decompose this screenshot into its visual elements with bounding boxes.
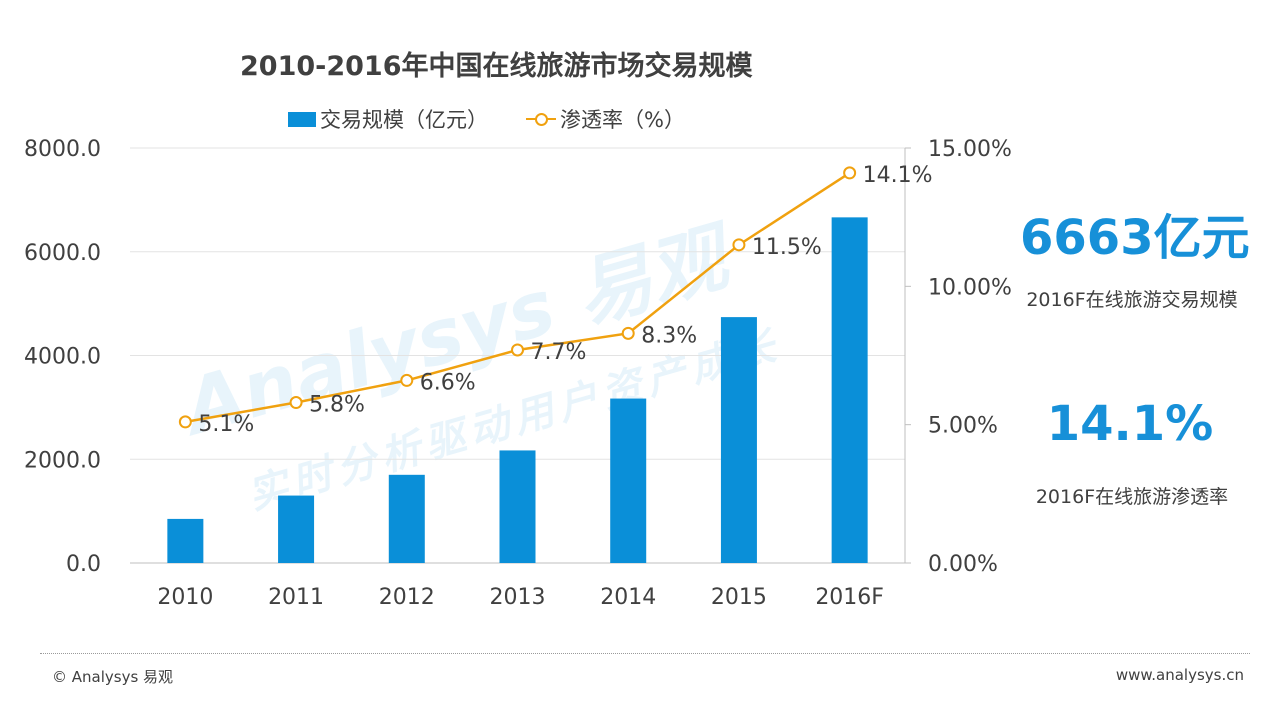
y-left-tick-label: 0.0 (66, 552, 101, 577)
x-tick-label: 2014 (600, 585, 656, 610)
rate-point-2013 (511, 343, 524, 357)
y-left-tick-label: 2000.0 (24, 448, 101, 473)
rate-point-2014 (621, 326, 635, 340)
rate-data-label: 5.8% (309, 393, 365, 418)
y-right-tick-label: 10.00% (928, 275, 1012, 300)
rate-data-label: 6.6% (420, 370, 476, 395)
y-right-tick-label: 5.00% (928, 414, 998, 439)
bar-2012 (388, 474, 425, 563)
highlight-rate-label: 2016F在线旅游渗透率 (1035, 486, 1229, 508)
rate-point-2011 (289, 396, 303, 410)
rate-point-2012 (400, 373, 414, 387)
rate-point-2010 (178, 415, 192, 429)
y-left-tick-label: 4000.0 (24, 345, 101, 370)
bar-2014 (610, 398, 647, 563)
highlight-rate-value: 14.1% (1046, 396, 1214, 452)
rate-data-label: 5.1% (198, 412, 254, 437)
x-tick-label: 2013 (490, 585, 546, 610)
highlight-scale-label: 2016F在线旅游交易规模 (1026, 289, 1238, 311)
y-left-tick-label: 8000.0 (24, 137, 101, 162)
rate-data-label: 7.7% (531, 340, 587, 365)
x-tick-label: 2012 (379, 585, 435, 610)
rate-data-label: 11.5% (752, 235, 822, 260)
rate-point-2016F (843, 166, 857, 180)
bar-2015 (720, 317, 757, 563)
y-left-tick-label: 6000.0 (24, 241, 101, 266)
legend-label-volume: 交易规模（亿元） (320, 108, 488, 132)
bar-2013 (499, 450, 536, 563)
highlight-scale-value: 6663亿元 (1020, 210, 1250, 266)
y-right-tick-label: 15.00% (928, 137, 1012, 162)
rate-data-label: 8.3% (641, 323, 697, 348)
y-right-tick-label: 0.00% (928, 552, 998, 577)
bar-2011 (278, 495, 315, 563)
footer-copyright: © Analysys 易观 (52, 668, 174, 686)
chart-legend: 交易规模（亿元） 渗透率（%） (288, 104, 685, 134)
x-tick-label: 2015 (711, 585, 767, 610)
footer-website-link[interactable]: www.analysys.cn (1115, 666, 1244, 684)
rate-point-2015 (732, 238, 746, 252)
legend-bar-swatch (288, 111, 316, 127)
rate-data-label: 14.1% (863, 163, 933, 188)
legend-label-rate: 渗透率（%） (560, 108, 685, 132)
footer-divider (40, 653, 1250, 654)
bar-2010 (167, 518, 204, 563)
legend-line-swatch (526, 111, 556, 127)
x-tick-label: 2011 (268, 585, 324, 610)
chart-title: 2010-2016年中国在线旅游市场交易规模 (240, 51, 753, 82)
x-tick-label: 2016F (815, 585, 884, 610)
bar-2016F (831, 217, 868, 563)
x-tick-label: 2010 (157, 585, 213, 610)
